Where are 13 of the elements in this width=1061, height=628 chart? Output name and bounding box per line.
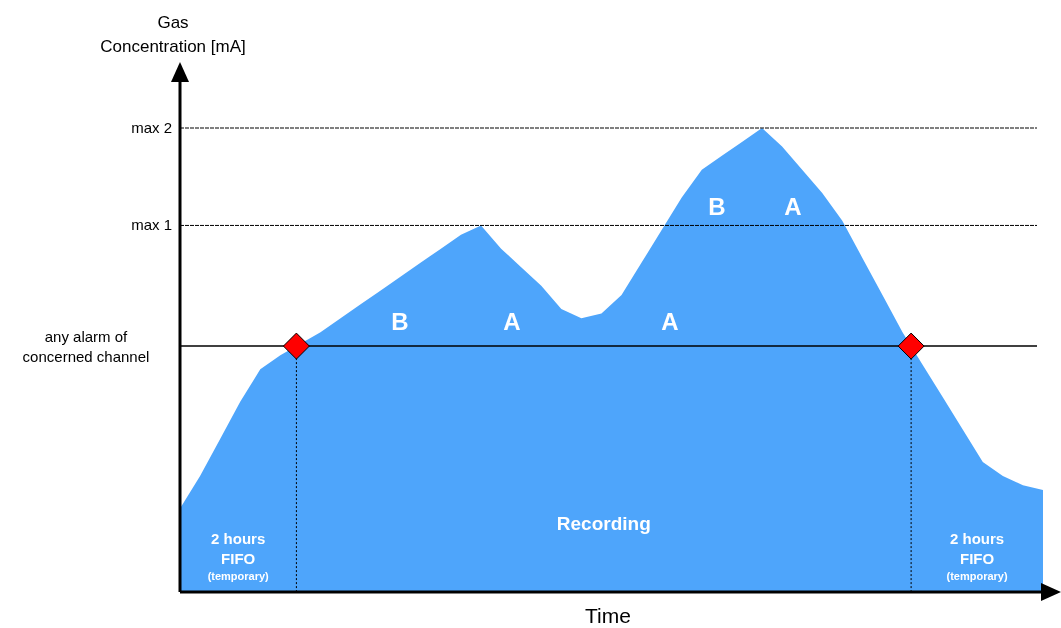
- ref-line-label: max 2: [131, 119, 172, 136]
- annotation: B: [391, 308, 409, 335]
- ref-line-label: any alarm of concerned channel: [22, 328, 150, 366]
- annotation: A: [503, 308, 521, 335]
- annotation: Recording: [556, 513, 651, 534]
- annotation: 2 hours FIFO (temporary): [207, 530, 270, 582]
- annotation: B: [708, 193, 726, 220]
- x-axis-title: Time: [585, 604, 631, 627]
- annotation: 2 hours FIFO (temporary): [946, 530, 1008, 582]
- annotation: A: [661, 308, 679, 335]
- ref-line-label: max 1: [131, 216, 172, 234]
- y-axis-title: Gas Concentration [mA]: [100, 13, 246, 56]
- annotation: A: [784, 193, 802, 220]
